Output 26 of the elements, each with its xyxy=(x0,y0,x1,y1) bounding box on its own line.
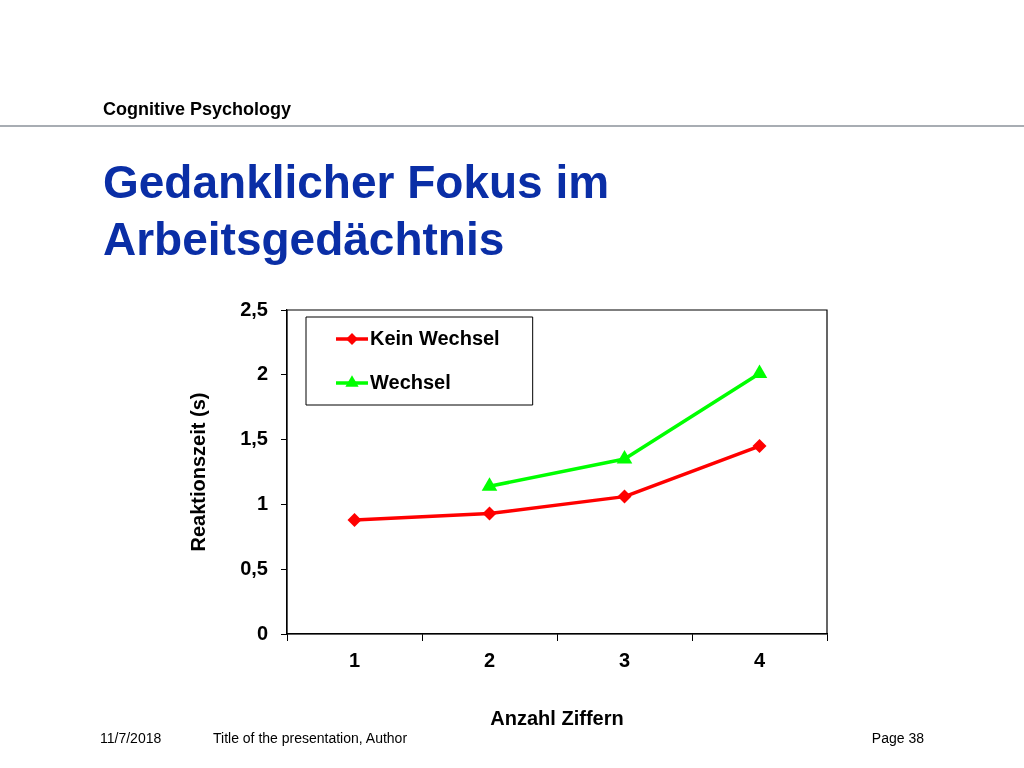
x-tick-label: 3 xyxy=(618,648,631,671)
x-tick-label: 2 xyxy=(483,648,496,671)
legend-label: Kein Wechsel xyxy=(370,326,500,349)
text: Cognitive Psychology xyxy=(103,99,292,119)
legend-label: Wechsel xyxy=(370,370,451,393)
y-axis-title: Reaktionszeit (s) xyxy=(186,392,209,552)
x-tick-label: 4 xyxy=(753,648,766,671)
y-tick-label: 1 xyxy=(256,491,268,514)
x-axis-title: Anzahl Ziffern xyxy=(490,706,624,729)
point xyxy=(482,506,497,521)
point xyxy=(347,512,362,527)
x-tick-label: 1 xyxy=(348,648,361,671)
point xyxy=(481,477,498,491)
text: 11/7/2018 xyxy=(100,730,162,746)
chart-title: Gedanklicher Fokus im Arbeitsgedächtnis xyxy=(103,155,611,267)
y-tick-label: 1,5 xyxy=(240,427,268,450)
point xyxy=(752,439,767,454)
point xyxy=(617,489,632,504)
y-tick-label: 0 xyxy=(256,621,268,644)
y-tick-label: 2 xyxy=(256,362,268,385)
point xyxy=(751,364,768,378)
y-tick-label: 0,5 xyxy=(240,556,268,579)
text: Title of the presentation, Author xyxy=(213,730,408,746)
text: Page 38 xyxy=(871,730,924,746)
point xyxy=(616,450,633,464)
y-tick-label: 2,5 xyxy=(240,297,268,320)
